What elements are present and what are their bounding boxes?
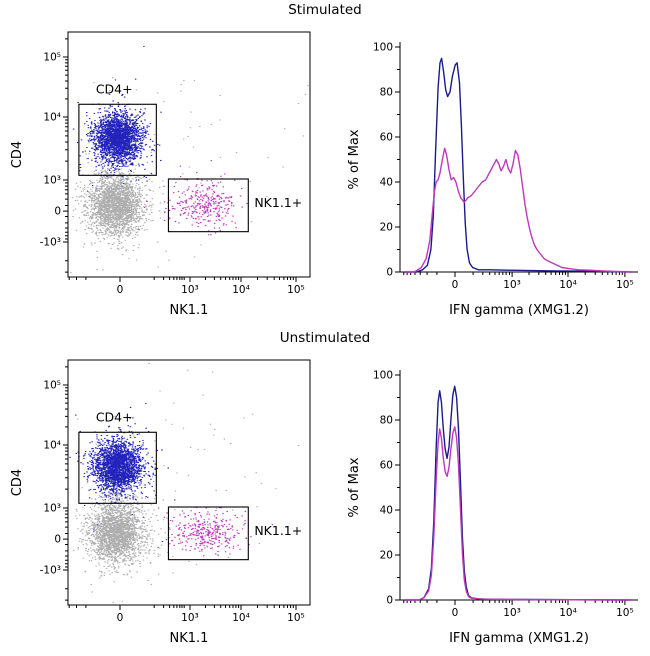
axis-ticks [395, 370, 638, 605]
row-title-stimulated: Stimulated [288, 2, 362, 18]
x-axis-label: NK1.1 [170, 303, 209, 318]
y-tick-label: 40 [380, 177, 393, 189]
gate-label-cd4-positive: CD4+ [96, 409, 133, 424]
y-tick-label: 100 [373, 370, 393, 382]
x-tick-label: 10³ [503, 279, 521, 291]
plot-frame [67, 359, 311, 606]
y-tick-label: 10⁵ [43, 51, 61, 63]
x-axis-label: IFN gamma (XMG1.2) [449, 631, 589, 646]
hist-stimulated: 0 10³ 10⁴ 10⁵ 0 20 40 60 80 100 IFN gamma (XMG1.2)… [347, 42, 638, 318]
x-tick-label: 10⁴ [559, 279, 577, 291]
y-tick-label: 0 [386, 267, 393, 279]
x-axis-label: IFN gamma (XMG1.2) [449, 303, 589, 318]
x-tick-label: 10⁴ [232, 284, 250, 296]
series-NK1.1+ [404, 147, 631, 273]
cluster-double-negative-halo [70, 122, 185, 274]
scatter-stimulated: 0 10³ 10⁴ 10⁵ 10⁵ 10⁴ 10³ 0 -10³ CD4+ NK1.1+ NK1.1 C… [10, 31, 311, 318]
y-tick-label: 10⁵ [43, 379, 61, 391]
y-tick-label: 20 [380, 222, 393, 234]
y-tick-label: 60 [380, 460, 393, 472]
series-CD4+ [404, 57, 631, 273]
x-tick-label: 10⁵ [616, 279, 634, 291]
x-tick-label: 10³ [181, 612, 199, 624]
gate-label-nk11-positive: NK1.1+ [254, 523, 302, 538]
x-axis-label: NK1.1 [170, 631, 209, 646]
y-tick-label: 60 [380, 132, 393, 144]
x-tick-label: 10⁴ [559, 607, 577, 619]
y-tick-label: 10⁴ [43, 112, 61, 124]
axis-ticks [63, 38, 297, 282]
cluster-cd4-core [76, 93, 159, 179]
cluster-nk11-cells [143, 160, 248, 236]
y-tick-label: 10³ [43, 502, 61, 514]
y-tick-label: 40 [380, 505, 393, 517]
y-tick-label: -10³ [40, 564, 61, 576]
x-tick-label: 10⁵ [616, 607, 634, 619]
plot-frame [67, 31, 311, 278]
y-tick-label: 80 [380, 87, 393, 99]
y-tick-label: 80 [380, 415, 393, 427]
hist-unstimulated: 0 10³ 10⁴ 10⁵ 0 20 40 60 80 100 IFN gamma (XMG1.2)… [347, 370, 638, 646]
x-tick-label: 10⁵ [287, 284, 305, 296]
gate-nk11-positive [167, 506, 249, 561]
gate-cd4-positive [78, 103, 157, 176]
x-tick-label: 10⁵ [287, 612, 305, 624]
y-tick-label: 0 [54, 534, 61, 546]
cluster-outliers [74, 77, 309, 261]
cluster-outliers [76, 362, 300, 566]
series-CD4+ [404, 385, 631, 601]
y-axis-label: CD4 [10, 469, 25, 496]
row-title-unstimulated: Unstimulated [279, 330, 371, 346]
y-tick-label: 10⁴ [43, 440, 61, 452]
cluster-nk11-cells [157, 506, 274, 557]
gate-nk11-positive [167, 178, 249, 233]
axis-ticks [395, 42, 638, 277]
y-axis-label: CD4 [10, 141, 25, 168]
x-tick-label: 10⁴ [232, 612, 250, 624]
y-tick-label: 10³ [43, 174, 61, 186]
y-tick-label: 100 [373, 42, 393, 54]
y-tick-label: 0 [386, 595, 393, 607]
y-tick-label: 20 [380, 550, 393, 562]
y-tick-label: 0 [54, 206, 61, 218]
scatter-unstimulated: 0 10³ 10⁴ 10⁵ 10⁵ 10⁴ 10³ 0 -10³ CD4+ NK1.1+ NK1.1 C… [10, 359, 311, 646]
gate-label-cd4-positive: CD4+ [96, 81, 133, 96]
cluster-double-negative-halo [72, 462, 182, 603]
cluster-cd4-core [75, 425, 170, 507]
gate-label-nk11-positive: NK1.1+ [254, 195, 302, 210]
y-tick-label: -10³ [40, 236, 61, 248]
y-axis-label: % of Max [347, 457, 362, 517]
y-axis-label: % of Max [347, 129, 362, 189]
axis-ticks [63, 366, 297, 610]
x-tick-label: 0 [117, 284, 124, 296]
x-tick-label: 10³ [181, 284, 199, 296]
x-tick-label: 0 [452, 607, 459, 619]
x-tick-label: 0 [117, 612, 124, 624]
gate-cd4-positive [78, 431, 157, 504]
x-tick-label: 10³ [503, 607, 521, 619]
series-NK1.1+ [404, 426, 631, 601]
x-tick-label: 0 [452, 279, 459, 291]
